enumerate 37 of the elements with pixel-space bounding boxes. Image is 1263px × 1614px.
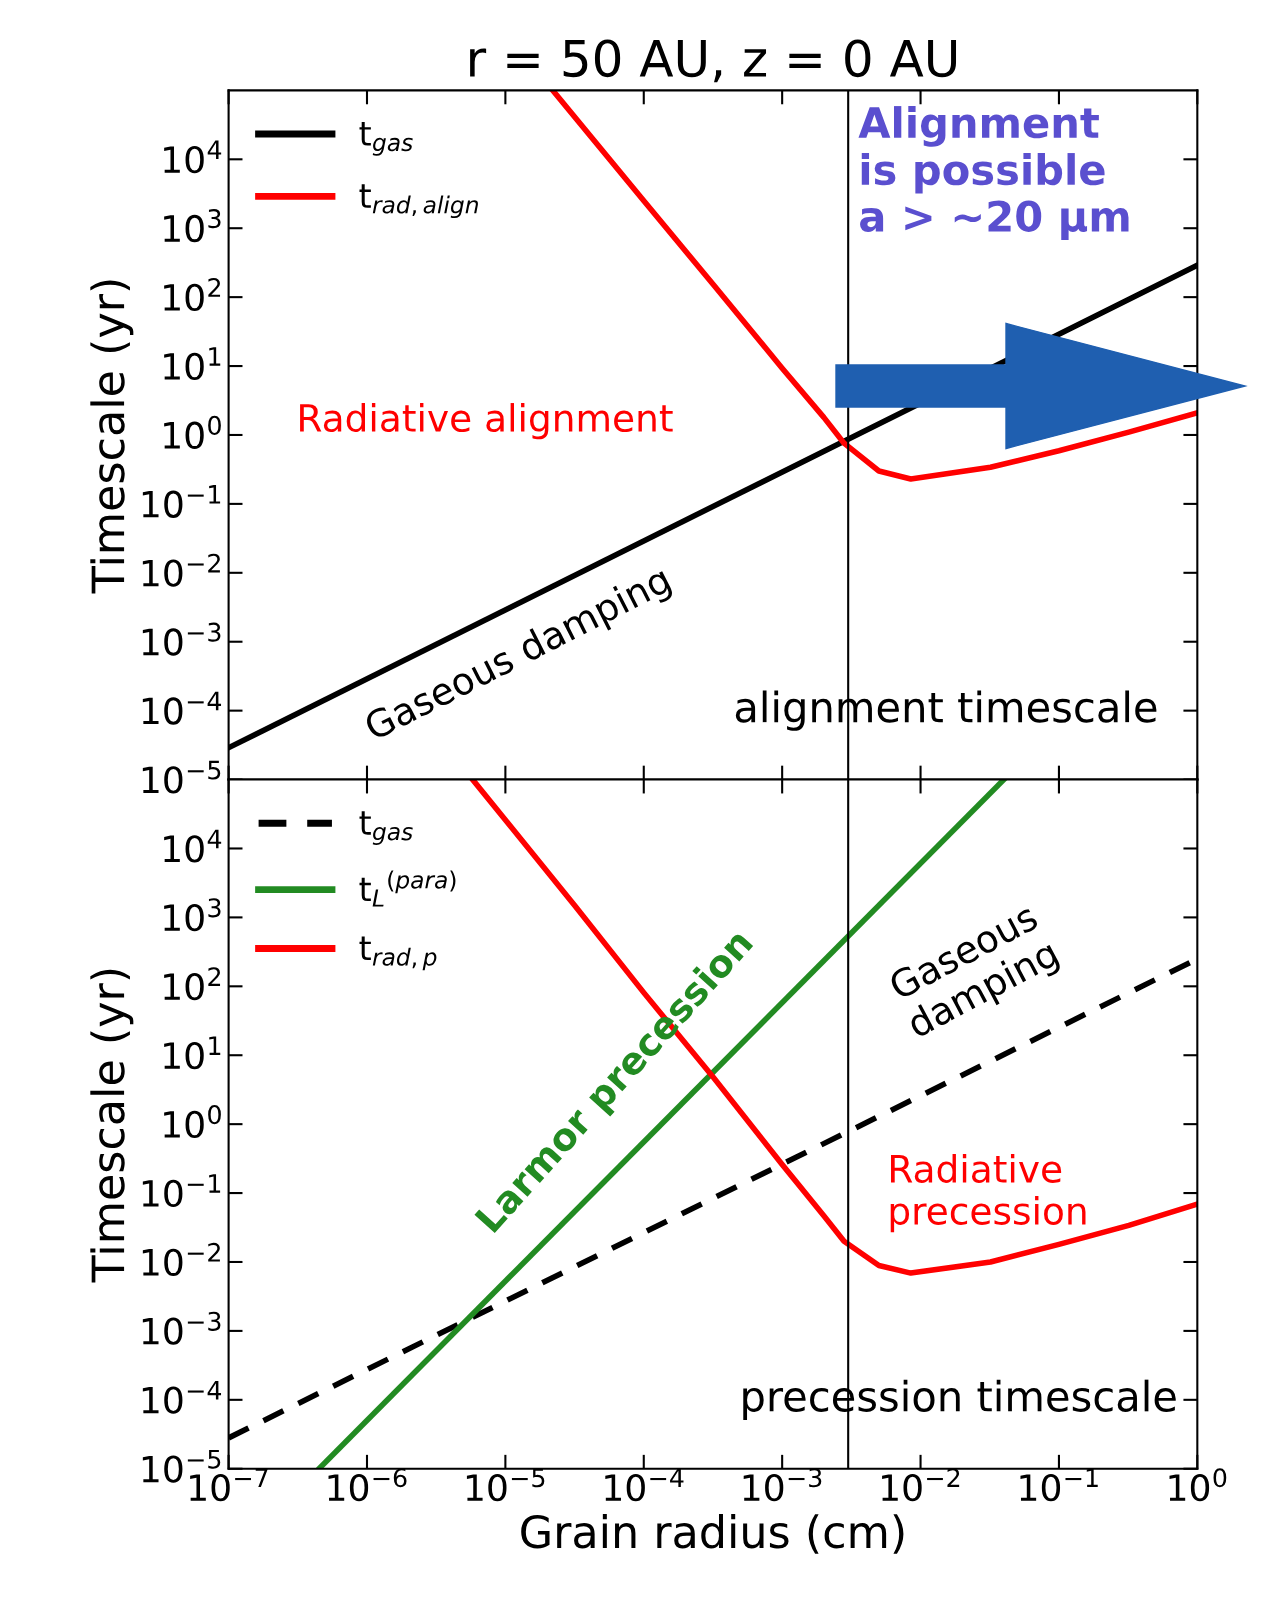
y-tick-label: 10$^{3}$ [164,209,221,243]
legend-label: t$_{rad,p}$ [359,936,437,971]
x-tick-label: 10$^{0}$ [1169,1468,1227,1502]
y-tick-label: 10$^{4}$ [164,140,222,174]
y-tick-label: 10$^{−2}$ [142,1242,220,1276]
y-axis-title: Timescale (yr) [90,969,134,1283]
annotation: Radiative alignment [300,403,673,440]
y-tick-label: 10$^{−2}$ [142,553,220,587]
legend-label: t$_{gas}$ [359,811,413,845]
y-tick-label: 10$^{−1}$ [142,485,221,518]
legend-label: t$_{L}$$^{(para)}$ [359,870,456,907]
y-tick-label: 10$^{0}$ [164,415,221,449]
annotation: Alignment is possible a > ~20 μm [858,106,1129,241]
x-tick-label: 10$^{−3}$ [743,1468,822,1502]
legend-label: t$_{gas}$ [359,122,413,156]
y-tick-label: 10$^{−4}$ [142,691,222,725]
y-tick-label: 10$^{0}$ [164,1105,221,1139]
y-axis-title: Timescale (yr) [90,280,134,594]
y-tick-label: 10$^{−4}$ [142,1381,222,1414]
y-tick-label: 10$^{−3}$ [142,1311,221,1345]
x-tick-label: 10$^{−1}$ [1020,1468,1098,1502]
y-tick-label: 10$^{−1}$ [142,1174,221,1208]
annotation: Radiative precession [890,1153,1086,1233]
x-axis-title: Grain radius (cm) [521,1514,904,1554]
y-tick-label: 10$^{1}$ [164,347,221,381]
y-tick-label: 10$^{2}$ [164,967,221,1001]
y-tick-label: 10$^{4}$ [164,829,222,863]
x-tick-label: 10$^{−2}$ [882,1468,960,1502]
y-tick-label: 10$^{2}$ [164,278,221,312]
y-tick-label: 10$^{−3}$ [142,622,221,656]
y-tick-label: 10$^{1}$ [164,1036,221,1070]
chart-title: r = 50 AU, z = 0 AU [470,39,957,83]
x-tick-label: 10$^{−4}$ [605,1468,684,1502]
legend-label: t$_{rad,align}$ [359,184,478,219]
y-tick-label: 10$^{−5}$ [142,760,221,794]
x-tick-label: 10$^{−6}$ [328,1468,407,1502]
y-tick-label: 10$^{3}$ [164,898,221,932]
